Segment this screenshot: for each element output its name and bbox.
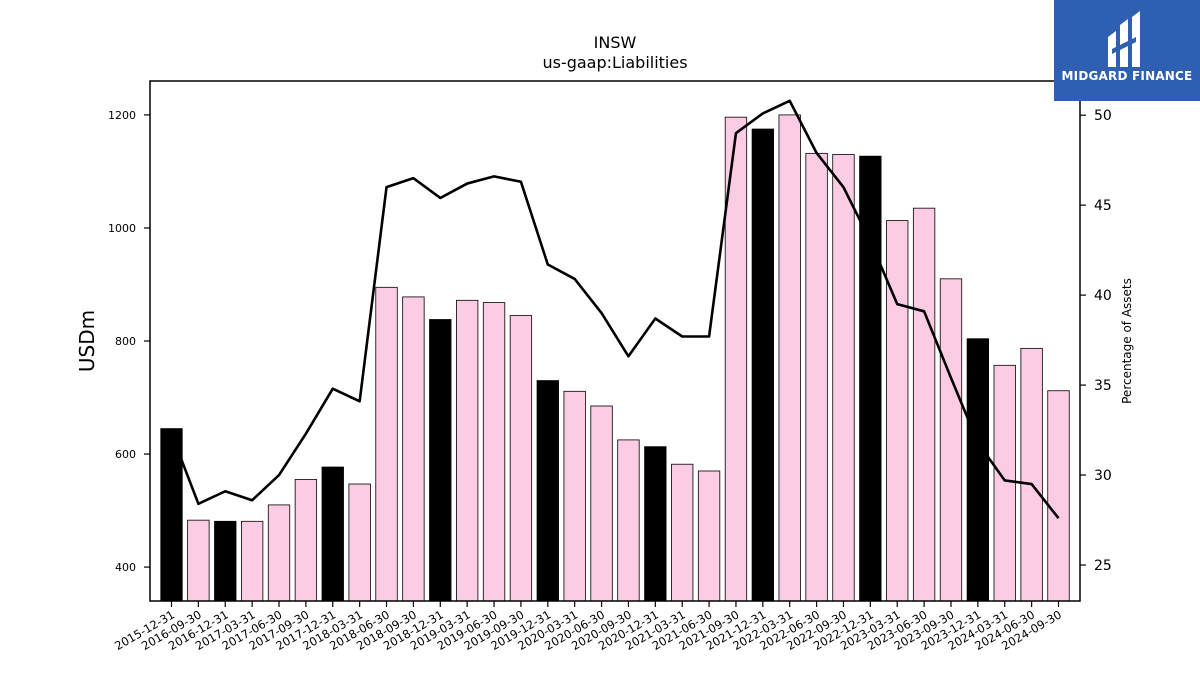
bar-2018-03-31 [348, 483, 371, 602]
bar-2021-06-30 [697, 470, 721, 602]
y-tick-label: 800 [115, 335, 136, 348]
y2-tick-label: 40 [1094, 288, 1112, 304]
bar-2019-09-30 [509, 315, 533, 602]
bar-group [160, 114, 1070, 602]
bar-2024-06-30 [1020, 347, 1043, 602]
bar-2019-06-30 [482, 302, 506, 602]
y2-tick-label: 25 [1094, 558, 1112, 574]
y2-tick-label: 30 [1094, 468, 1112, 484]
bar-2022-03-31 [778, 114, 801, 602]
y2-axis-label: Percentage of Assets [1120, 278, 1134, 404]
bar-2020-03-31 [563, 390, 586, 602]
bar-2017-12-31 [321, 466, 344, 602]
midgard-finance-logo: MIDGARD FINANCE [1054, 0, 1200, 101]
bar-2023-09-30 [939, 278, 963, 602]
y2-tick-label: 45 [1094, 198, 1112, 214]
midgard-logo-icon [1108, 11, 1140, 67]
bar-2021-12-31 [751, 128, 774, 602]
bar-2020-09-30 [617, 439, 640, 602]
bar-2020-06-30 [590, 405, 613, 602]
bar-2019-12-31 [536, 380, 559, 602]
bar-2016-12-31 [214, 520, 237, 602]
bar-2022-06-30 [805, 152, 828, 602]
y-tick-label: 1000 [108, 222, 136, 235]
bar-2023-03-31 [886, 220, 909, 602]
bar-2017-03-31 [240, 520, 264, 602]
bar-2016-09-30 [187, 519, 210, 602]
bar-2017-09-30 [294, 479, 318, 602]
y2-tick-label: 35 [1094, 378, 1112, 394]
y-tick-label: 400 [115, 561, 136, 574]
bar-2021-03-31 [671, 463, 694, 602]
chart-subtitle: us-gaap:Liabilities [542, 53, 687, 72]
bar-2024-03-31 [993, 364, 1016, 602]
y-tick-label: 600 [115, 448, 136, 461]
y-tick-label: 1200 [108, 109, 136, 122]
logo-text: MIDGARD FINANCE [1061, 69, 1193, 83]
line-layer [170, 99, 1060, 520]
bar-2023-12-31 [966, 338, 990, 602]
y-axis-label: USDm [75, 310, 99, 372]
chart-title: INSW [594, 33, 637, 52]
bar-2022-12-31 [859, 155, 882, 602]
bar-2017-06-30 [267, 504, 291, 602]
bar-2023-06-30 [912, 207, 936, 602]
y2-tick-label: 50 [1094, 108, 1112, 124]
bar-2018-06-30 [375, 286, 398, 602]
bar-2020-12-31 [644, 446, 667, 602]
bar-2024-09-30 [1047, 390, 1070, 602]
bar-2018-12-31 [429, 319, 452, 602]
bar-2019-03-31 [456, 299, 479, 602]
bar-2022-09-30 [832, 154, 855, 602]
bar-2018-09-30 [402, 296, 425, 602]
percentage-line [170, 99, 1060, 520]
